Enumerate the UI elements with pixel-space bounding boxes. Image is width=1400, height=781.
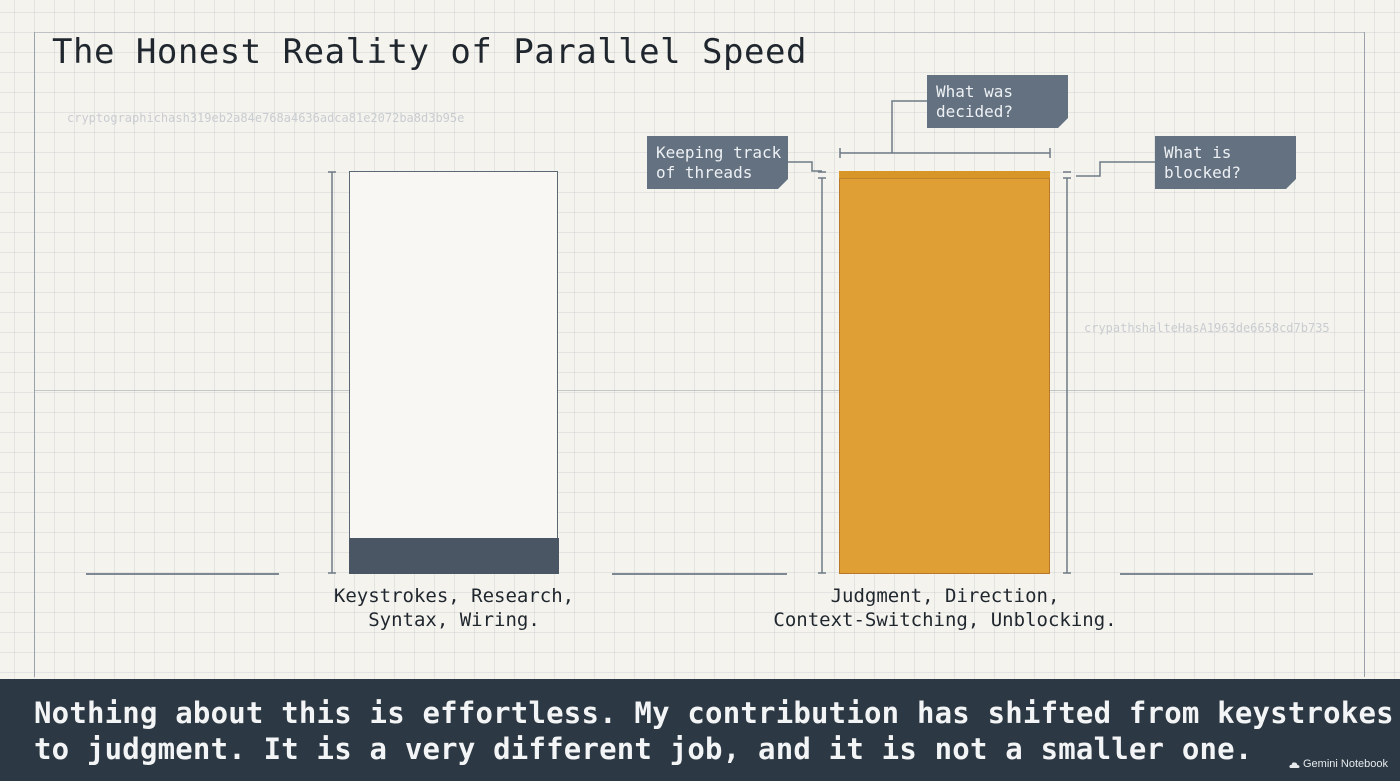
callout-what-blocked: What is blocked? bbox=[1155, 136, 1296, 189]
caption-line2: to judgment. It is a very different job,… bbox=[34, 732, 1253, 766]
manual-work-label-line1: Keystrokes, Research, bbox=[333, 585, 575, 607]
callout-what-decided: What was decided? bbox=[927, 75, 1068, 128]
sparkle-cloud-icon bbox=[1289, 760, 1300, 768]
callout-keeping-track-line1: Keeping track bbox=[656, 143, 782, 162]
leader-blocked bbox=[1076, 161, 1155, 177]
callout-keeping-track: Keeping track of threads bbox=[647, 136, 788, 189]
frame-top-line bbox=[34, 32, 1365, 33]
leader-decided bbox=[891, 100, 927, 153]
callout-what-blocked-line1: What is bbox=[1164, 143, 1232, 162]
slide-title: The Honest Reality of Parallel Speed bbox=[52, 32, 807, 72]
manual-work-label-line2: Syntax, Wiring. bbox=[368, 609, 540, 631]
baseline-segment-1 bbox=[86, 573, 279, 575]
callout-what-decided-line1: What was bbox=[936, 82, 1014, 101]
baseline-segment-2 bbox=[612, 573, 787, 575]
brand-label: Gemini Notebook bbox=[1303, 758, 1388, 770]
callout-what-blocked-line2: blocked? bbox=[1164, 163, 1242, 182]
judgment-work-bar-cap bbox=[839, 171, 1050, 179]
leader-threads bbox=[787, 161, 822, 172]
manual-work-label: Keystrokes, Research, Syntax, Wiring. bbox=[304, 584, 604, 632]
baseline-segment-3 bbox=[1120, 573, 1313, 575]
frame-mid-line bbox=[34, 390, 1365, 391]
caption-line1: Nothing about this is effortless. My con… bbox=[34, 696, 1394, 730]
judgment-work-label: Judgment, Direction, Context-Switching, … bbox=[745, 584, 1145, 632]
frame-right-line bbox=[1364, 32, 1365, 677]
judgment-work-label-line1: Judgment, Direction, bbox=[830, 585, 1060, 607]
hash-watermark-left: cryptographichash319eb2a84e768a4636adca8… bbox=[67, 111, 465, 125]
frame-left-line bbox=[34, 32, 35, 677]
judgment-work-label-line2: Context-Switching, Unblocking. bbox=[773, 609, 1117, 631]
judgment-work-bar bbox=[839, 171, 1050, 574]
hash-watermark-right: crypathshalteHasA1963de6658cd7b735 bbox=[1084, 321, 1330, 335]
manual-work-bar-fill bbox=[349, 538, 559, 574]
gemini-notebook-brand: Gemini Notebook bbox=[1289, 758, 1388, 770]
caption-text: Nothing about this is effortless. My con… bbox=[34, 695, 1394, 767]
sparkle-cloud-icon-shape bbox=[1289, 762, 1300, 768]
caption-bar bbox=[0, 679, 1400, 781]
callout-keeping-track-line2: of threads bbox=[656, 163, 753, 182]
callout-what-decided-line2: decided? bbox=[936, 102, 1014, 121]
